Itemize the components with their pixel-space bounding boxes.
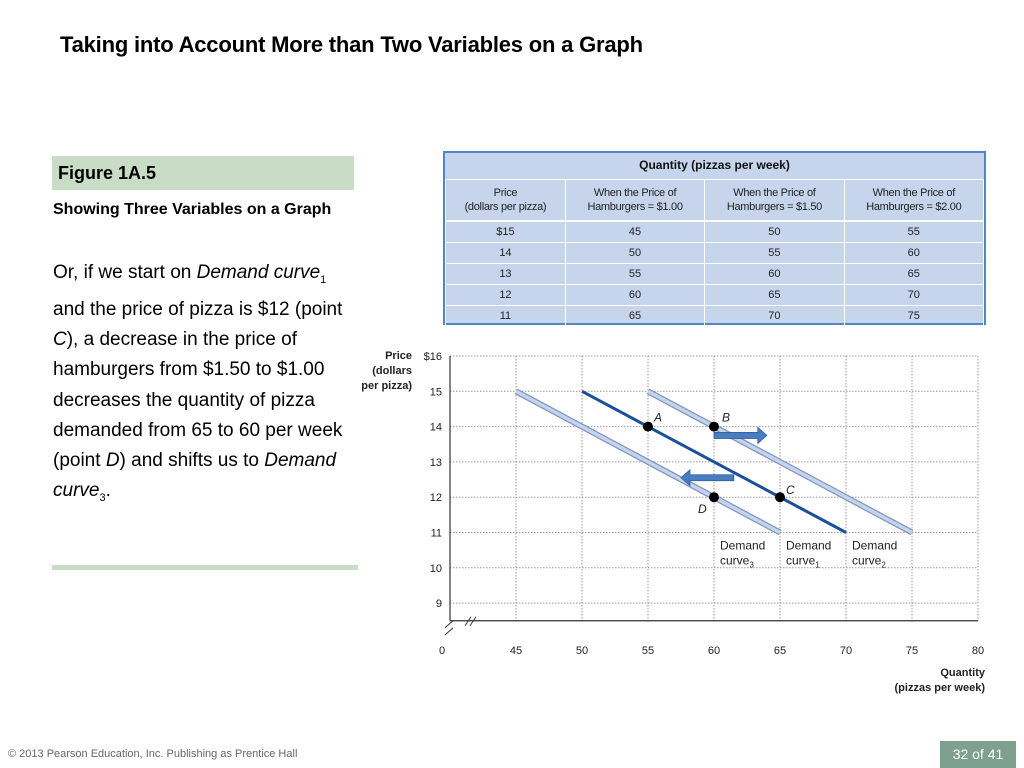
- y-tick-label: 9: [436, 598, 442, 610]
- y-tick-label: 14: [430, 422, 442, 434]
- body-run-italic: D: [105, 450, 120, 472]
- x-tick-label: 55: [642, 645, 654, 657]
- x-tick-label: 65: [774, 645, 786, 657]
- table-cell: 65: [704, 284, 845, 306]
- body-subscript: 3: [99, 492, 106, 505]
- demand-curves-chart: $16 15 14 13 12 11 10 9 0 45 50 55 60 65 70 75 80 Price (d…: [361, 350, 986, 694]
- point-marker: [709, 492, 719, 503]
- demand-curve-line-inner: [647, 389, 913, 535]
- table-header-150: When the Price of Hamburgers = $1.50: [704, 179, 845, 222]
- x-tick-label: 80: [972, 645, 984, 657]
- point-marker: [775, 492, 785, 503]
- point-label: C: [786, 483, 795, 497]
- table-cell: 65: [843, 263, 985, 285]
- table-cell: 13: [445, 263, 566, 285]
- x-axis-break-mark: [464, 616, 477, 627]
- point-marker: [709, 421, 719, 432]
- y-axis-label: Price: [385, 350, 412, 362]
- y-tick-label: $16: [424, 351, 442, 363]
- point-marker: [643, 421, 653, 432]
- demand-curve-label: Demand: [852, 539, 897, 553]
- y-axis-break-mark: [444, 620, 454, 636]
- table-cell: 45: [564, 220, 706, 243]
- figure-label-box: [52, 156, 354, 190]
- demand-curve-line: [581, 389, 847, 534]
- table-cell: $15: [445, 220, 566, 243]
- x-tick-label: 75: [906, 645, 918, 657]
- demand-curve-label: Demand: [786, 539, 831, 553]
- demand-curve-label: Demand: [720, 539, 765, 553]
- y-tick-label: 13: [430, 457, 442, 469]
- x-tick-label: 0: [439, 645, 445, 657]
- table-cell: 55: [564, 263, 706, 285]
- demand-curve-label: curve3: [720, 554, 754, 570]
- demand-curve-label: curve2: [852, 554, 886, 570]
- table-row: 13 55 60 65: [445, 263, 985, 285]
- figure-subtitle: Showing Three Variables on a Graph: [53, 201, 332, 218]
- table-cell: 12: [445, 284, 566, 306]
- table-cell: 60: [843, 242, 985, 264]
- table-row: $15 45 50 55: [445, 220, 985, 243]
- x-tick-label: 50: [576, 645, 588, 657]
- slide-title: Taking into Account More than Two Variab…: [60, 32, 643, 57]
- body-subscript: 1: [320, 273, 327, 286]
- copyright-footer: © 2013 Pearson Education, Inc. Publishin…: [8, 748, 298, 760]
- shift-arrow: [680, 468, 735, 487]
- y-tick-label: 12: [430, 492, 442, 504]
- table-cell: 75: [843, 305, 985, 327]
- table-cell: 55: [704, 242, 845, 264]
- y-tick-label: 15: [430, 386, 442, 398]
- table-header-200: When the Price of Hamburgers = $2.00: [843, 179, 985, 222]
- demand-curve-line-inner: [515, 389, 781, 535]
- table-cell: 70: [843, 284, 985, 306]
- body-run: Or, if we start on: [53, 262, 197, 283]
- table-cell: 11: [445, 305, 566, 327]
- y-axis-label: per pizza): [361, 380, 412, 392]
- y-tick-label: 10: [430, 563, 442, 575]
- body-text: Or, if we start on Demand curve1 and the…: [53, 258, 353, 513]
- y-tick-label: 11: [431, 528, 442, 540]
- body-run-italic: Demand curve: [196, 262, 321, 283]
- shift-arrow: [713, 426, 768, 445]
- point-label: A: [653, 411, 662, 425]
- table-header-price: Price (dollars per pizza): [445, 179, 566, 222]
- table-cell: 60: [564, 284, 706, 306]
- table-cell: 55: [843, 220, 985, 243]
- point-label: B: [722, 411, 730, 425]
- point-label: D: [698, 502, 707, 516]
- body-run: ) and shifts us to: [119, 450, 265, 472]
- x-tick-label: 60: [708, 645, 720, 657]
- table-row: 12 60 65 70: [445, 284, 985, 306]
- data-table-panel: Quantity (pizzas per week) Price (dollars…: [443, 151, 986, 327]
- table-title: Quantity (pizzas per week): [639, 158, 790, 172]
- divider-rule: [52, 565, 358, 570]
- body-run: ), a decrease in the price of hamburgers…: [53, 329, 343, 472]
- table-row: 14 50 55 60: [445, 242, 985, 264]
- body-run: .: [105, 480, 111, 502]
- table-cell: 50: [704, 220, 845, 243]
- table-cell: 65: [564, 305, 706, 327]
- table-header-100: When the Price of Hamburgers = $1.00: [564, 179, 706, 222]
- body-run-italic: C: [53, 329, 67, 351]
- y-axis-label: (dollars: [372, 365, 412, 377]
- page-number-badge: 32 of 41: [940, 741, 1016, 768]
- table-cell: 14: [445, 242, 566, 264]
- table-row: 11 65 70 75: [445, 305, 985, 327]
- body-run-italic: Demand curve: [53, 450, 337, 502]
- x-tick-label: 70: [840, 645, 852, 657]
- data-table: Price (dollars per pizza) When the Price …: [445, 179, 985, 327]
- x-axis-label: (pizzas per week): [895, 682, 986, 694]
- table-cell: 60: [704, 263, 845, 285]
- table-cell: 50: [564, 242, 706, 264]
- body-run: and the price of pizza is $12 (point: [53, 299, 343, 320]
- figure-label: Figure 1A.5: [58, 163, 157, 183]
- demand-curve-label: curve1: [786, 554, 820, 570]
- table-cell: 70: [704, 305, 845, 327]
- x-axis-label: Quantity: [940, 667, 985, 679]
- x-tick-label: 45: [510, 645, 522, 657]
